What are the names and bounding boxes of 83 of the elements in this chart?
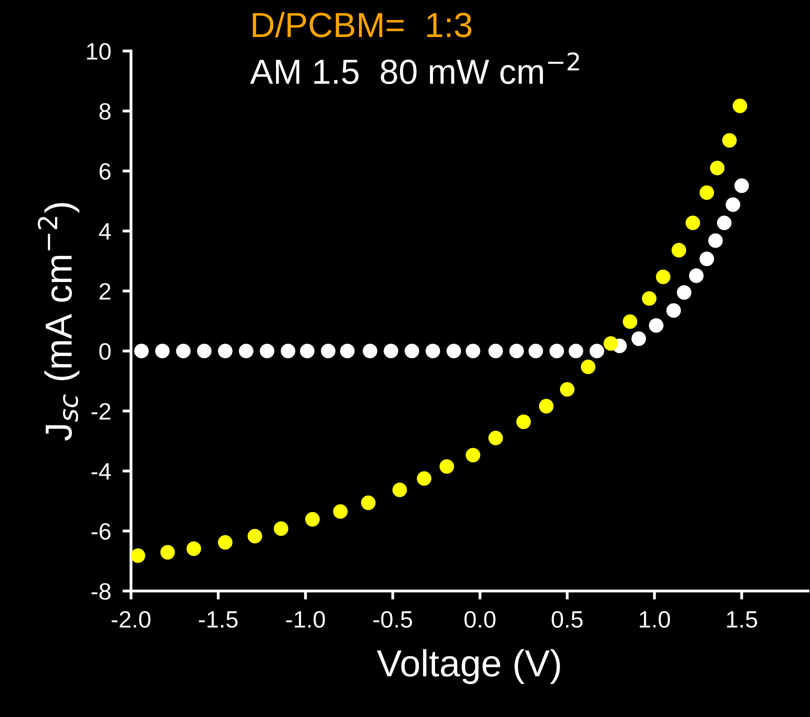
point bbox=[676, 285, 692, 300]
point bbox=[568, 344, 584, 358]
point bbox=[732, 98, 748, 114]
point bbox=[300, 344, 315, 358]
point bbox=[340, 344, 355, 358]
point bbox=[509, 344, 524, 358]
y-tick-label: 0 bbox=[99, 343, 111, 360]
point bbox=[580, 360, 596, 374]
point bbox=[622, 314, 638, 329]
y-tick-label: -6 bbox=[92, 523, 111, 540]
x-tick-label: 1.0 bbox=[640, 611, 670, 628]
y-tick-label: -4 bbox=[92, 463, 111, 480]
x-tick-label: -2.0 bbox=[112, 611, 150, 628]
y-tick-label: 8 bbox=[99, 103, 111, 120]
x-tick-label: 1.5 bbox=[727, 611, 758, 628]
point bbox=[320, 344, 336, 358]
point bbox=[416, 471, 432, 486]
y-tick-label: 4 bbox=[98, 223, 111, 240]
point bbox=[686, 216, 700, 230]
point bbox=[280, 344, 296, 358]
point bbox=[131, 548, 146, 563]
y-tick-label: 10 bbox=[87, 43, 111, 60]
point bbox=[248, 528, 262, 544]
x-tick-label: 0.0 bbox=[464, 611, 496, 628]
point bbox=[404, 344, 420, 358]
point bbox=[708, 233, 723, 248]
point bbox=[186, 541, 202, 556]
point bbox=[384, 344, 398, 358]
point bbox=[666, 303, 681, 318]
point bbox=[160, 545, 175, 560]
chart-subtitle: AM 1.5 80 mW cm$^{−2}$ bbox=[250, 52, 579, 84]
point bbox=[238, 344, 254, 358]
point bbox=[689, 268, 704, 283]
point bbox=[361, 496, 376, 510]
point bbox=[440, 459, 454, 474]
point bbox=[392, 482, 407, 498]
point bbox=[672, 242, 686, 258]
point bbox=[722, 133, 737, 148]
y-tick-label: 2 bbox=[100, 283, 110, 300]
y-tick-label: -2 bbox=[92, 403, 110, 420]
point bbox=[642, 291, 657, 306]
point bbox=[218, 344, 233, 358]
point bbox=[176, 344, 191, 358]
point bbox=[218, 535, 233, 550]
point bbox=[734, 178, 749, 193]
point bbox=[538, 398, 554, 414]
point bbox=[631, 331, 646, 346]
x-tick-label: -1.5 bbox=[198, 611, 238, 628]
point bbox=[488, 344, 503, 358]
point bbox=[590, 344, 604, 358]
point bbox=[362, 344, 378, 358]
x-tick-label: -0.5 bbox=[373, 611, 412, 628]
point bbox=[488, 430, 503, 446]
point bbox=[274, 521, 288, 536]
chart-title: D/PCBM= 1:3 bbox=[252, 12, 472, 38]
point bbox=[560, 382, 574, 397]
y-tick-label: 6 bbox=[100, 163, 111, 180]
y-tick-label: -8 bbox=[92, 583, 111, 600]
x-tick-label: 0.5 bbox=[552, 611, 583, 628]
point bbox=[516, 414, 531, 430]
point bbox=[726, 197, 740, 212]
point bbox=[656, 270, 670, 284]
point bbox=[716, 216, 732, 230]
point bbox=[426, 344, 440, 358]
point bbox=[466, 344, 480, 358]
point bbox=[604, 336, 618, 351]
point bbox=[700, 252, 714, 266]
point bbox=[305, 512, 320, 527]
point bbox=[710, 160, 725, 176]
point bbox=[197, 344, 212, 358]
point bbox=[155, 344, 170, 358]
point bbox=[549, 344, 564, 358]
point bbox=[648, 318, 664, 333]
point bbox=[260, 344, 274, 358]
point bbox=[446, 344, 462, 358]
point bbox=[700, 185, 714, 200]
y-axis-title: J$_{sc}$ (mA cm$^{−2}$) bbox=[38, 203, 80, 441]
x-axis-title: Voltage (V) bbox=[376, 649, 560, 684]
point bbox=[528, 344, 544, 358]
point bbox=[333, 504, 348, 519]
point bbox=[466, 448, 480, 462]
x-tick-label: -1.0 bbox=[286, 611, 325, 628]
point bbox=[134, 344, 149, 358]
